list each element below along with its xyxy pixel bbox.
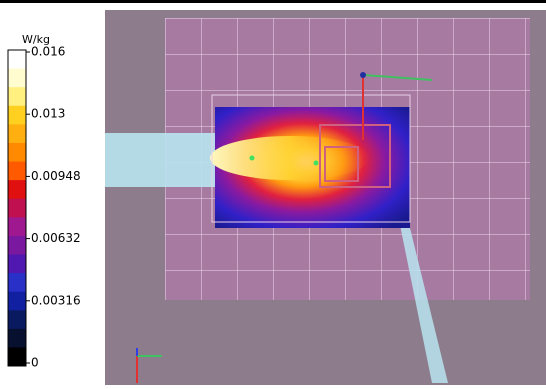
top-rule	[0, 0, 546, 3]
colorbar-label: 0.00316	[31, 293, 81, 307]
colorbar-band	[8, 106, 26, 125]
colorbar-band	[8, 347, 26, 366]
colorbar-band	[8, 199, 26, 218]
colorbar-label: 0	[31, 356, 39, 370]
colorbar-band	[8, 87, 26, 106]
screen: W/kg 0.0160.0130.009480.006320.003160	[0, 0, 546, 385]
colorbar-band	[8, 217, 26, 236]
colorbar-band	[8, 143, 26, 162]
colorbar-band	[8, 329, 26, 348]
marker	[314, 161, 319, 166]
colorbar-label: 0.00948	[31, 169, 81, 183]
colorbar-band	[8, 236, 26, 255]
sar-hotspot	[210, 136, 370, 180]
colorbar-band	[8, 124, 26, 143]
colorbar-band	[8, 50, 26, 69]
colorbar-band	[8, 69, 26, 88]
colorbar-band	[8, 162, 26, 181]
viewport[interactable]	[105, 10, 546, 385]
marker	[250, 156, 255, 161]
colorbar-band	[8, 254, 26, 273]
colorbar-band	[8, 310, 26, 329]
source-strip	[105, 133, 217, 187]
colorbar-band	[8, 180, 26, 199]
colorbar-band	[8, 273, 26, 292]
colorbar-label: 0.016	[31, 45, 65, 59]
page: {"colorbar": {"unit": "W/kg", "ticks": […	[0, 0, 546, 385]
colorbar-label: 0.013	[31, 107, 65, 121]
colorbar-band	[8, 292, 26, 311]
gizmo-origin	[360, 72, 366, 78]
colorbar-label: 0.00632	[31, 231, 81, 245]
